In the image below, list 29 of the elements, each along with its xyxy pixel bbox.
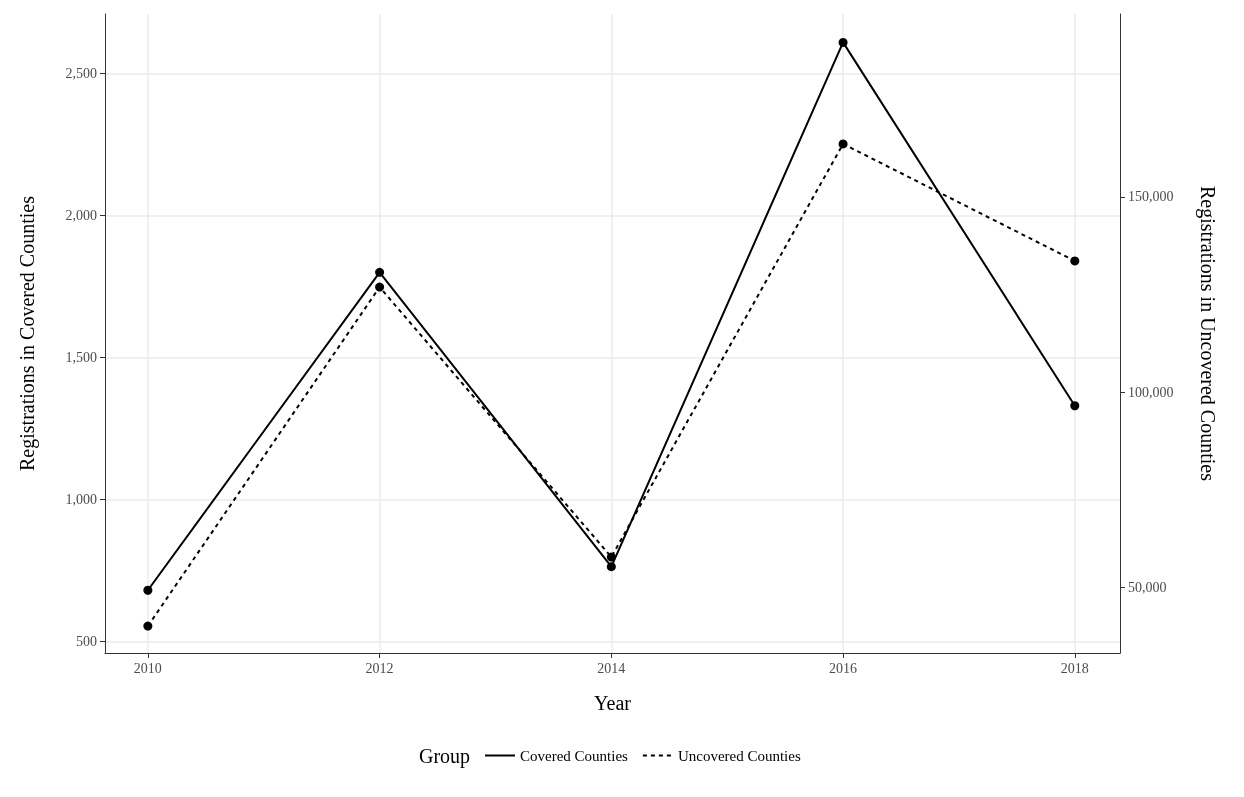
y-tick-label: 2,000 [65, 208, 97, 224]
legend-title: Group [419, 745, 471, 768]
x-tick-label: 2014 [597, 660, 626, 676]
x-tick-label: 2016 [829, 660, 858, 676]
point [143, 585, 153, 595]
legend-label: Uncovered Counties [677, 747, 801, 764]
x-axis-title: Year [594, 692, 632, 714]
y2-tick-label: 150,000 [1128, 189, 1174, 205]
y-tick-label: 1,500 [65, 349, 97, 365]
point [1070, 401, 1080, 411]
point [606, 562, 616, 572]
y2-tick-label: 100,000 [1128, 384, 1174, 400]
legend-label: Covered Counties [520, 747, 629, 764]
y-axis-title: Registrations in Covered Counties [16, 195, 39, 471]
point [838, 139, 848, 149]
y-tick-label: 1,000 [65, 491, 97, 507]
point [1070, 256, 1080, 266]
point [606, 552, 616, 562]
point [838, 37, 848, 47]
x-tick-label: 2010 [133, 660, 162, 676]
point [143, 621, 153, 631]
point [375, 267, 385, 277]
y2-tick-label: 50,000 [1128, 579, 1167, 595]
y-tick-label: 2,500 [65, 66, 97, 82]
y2-axis-title: Registrations in Uncovered Counties [1196, 186, 1219, 482]
y-tick-label: 500 [76, 633, 97, 649]
x-tick-label: 2018 [1060, 660, 1089, 676]
x-tick-label: 2012 [365, 660, 394, 676]
point [375, 282, 385, 292]
